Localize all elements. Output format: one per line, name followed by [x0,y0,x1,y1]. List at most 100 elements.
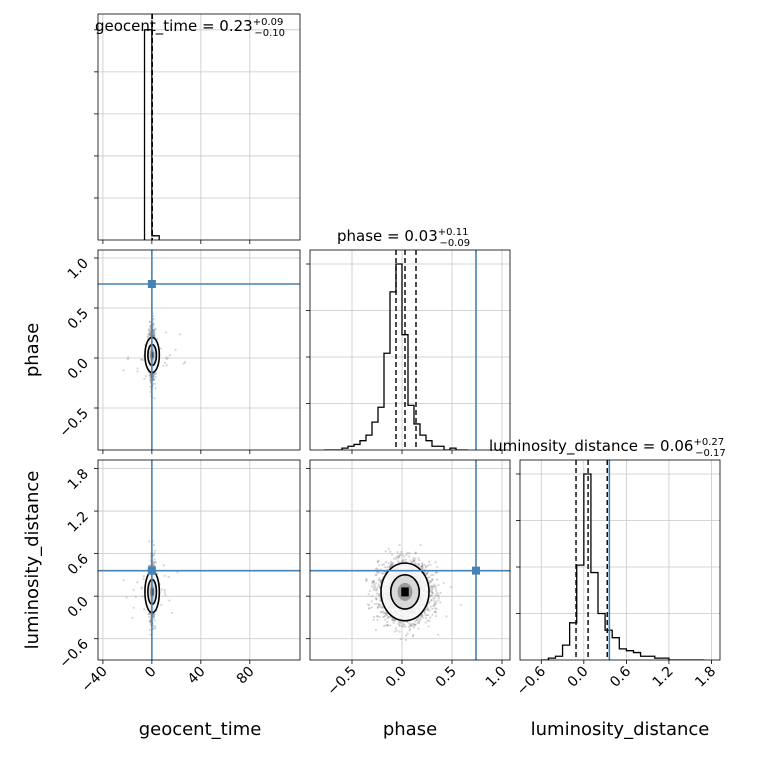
sample-point [384,612,387,615]
axes-frame [97,459,301,661]
sample-point [160,603,163,607]
sample-point [154,327,157,330]
sample-point [140,358,143,361]
sample-point [165,364,168,367]
x-axis-label-geocent-time: geocent_time [139,719,262,740]
sample-point [430,585,433,588]
sample-point [430,599,433,602]
sample-point [400,550,403,554]
sample-point [154,561,157,564]
sample-point [429,579,432,583]
x-tick-label-luminosity_distance: 1.2 [650,664,677,691]
sample-point [162,364,165,367]
sample-point [154,387,157,390]
tick-marks [306,468,503,664]
sample-point [148,628,151,631]
sample-point [396,560,400,563]
sample-point [392,619,395,622]
sample-point [413,623,416,626]
sample-point [398,543,401,547]
sample-point [165,357,168,361]
sample-point [375,602,379,605]
sample-point [428,560,431,564]
sample-point [394,619,397,623]
sample-point [380,571,383,575]
sample-point [431,578,434,581]
sample-point [152,373,155,376]
sample-point [153,332,156,335]
sample-point [417,557,420,560]
x-axis-label-phase: phase [383,719,437,740]
sample-point [153,552,156,555]
sample-point [427,625,430,628]
sample-point [400,624,403,628]
sample-point [386,615,389,618]
sample-point [406,551,409,555]
y-tick-label-luminosity_distance: 0.0 [65,594,92,621]
sample-point [425,565,428,568]
sample-point [430,580,433,583]
histogram-step-luminosity_distance [541,473,705,660]
sample-point [437,596,440,599]
sample-point [423,612,426,615]
panel-phase-vs-geocent-time [94,249,301,454]
sample-point [380,610,383,613]
sample-point [396,551,399,554]
sample-point [423,563,426,567]
x-tick-label-luminosity_distance: 0.0 [565,664,592,691]
sample-point [398,630,401,633]
sample-point [425,572,429,575]
sample-point [397,622,400,625]
sample-point [426,619,429,622]
sample-point [435,589,438,592]
x-tick-label-geocent_time: 40 [185,664,209,688]
sample-point [371,595,374,598]
sample-point [414,557,417,560]
sample-point [153,564,156,567]
axes-frame [309,459,511,661]
sample-point [436,566,439,569]
density-contours [380,562,430,622]
sample-point [131,616,134,619]
sample-point [408,622,411,625]
sample-point [140,586,144,589]
y-axis-label-phase: phase [22,323,43,377]
x-tick-label-luminosity_distance: −0.6 [514,663,549,698]
sample-point [373,584,376,587]
sample-point [154,372,158,375]
sample-point [430,599,433,602]
panel-luminosity-distance-vs-geocent-time [94,459,301,664]
sample-point [442,582,445,585]
sample-point [376,560,379,563]
y-tick-label-luminosity_distance: 1.8 [65,466,92,493]
sample-point [403,623,406,626]
sample-point [377,571,381,574]
sample-point [425,608,428,612]
sample-point [154,375,157,378]
sample-point [386,624,389,627]
tick-marks [94,29,251,244]
sample-point [178,333,182,336]
sample-point [395,629,398,632]
sample-point [424,571,427,574]
contour-inner [389,574,421,610]
sample-point [143,608,146,611]
sample-point [411,625,414,628]
sample-point [426,606,429,609]
sample-point [148,329,151,332]
sample-point [149,374,152,377]
sample-point [153,615,156,618]
sample-point [430,573,433,577]
sample-point [153,619,156,622]
sample-point [153,331,156,334]
sample-point [373,580,376,583]
sample-point [433,602,436,605]
sample-point [148,334,151,337]
sample-point [152,562,155,565]
sample-point [417,564,420,567]
sample-point [384,550,387,553]
tick-marks [94,257,251,454]
sample-point [376,606,379,609]
sample-point [372,588,376,591]
sample-point [421,563,424,566]
